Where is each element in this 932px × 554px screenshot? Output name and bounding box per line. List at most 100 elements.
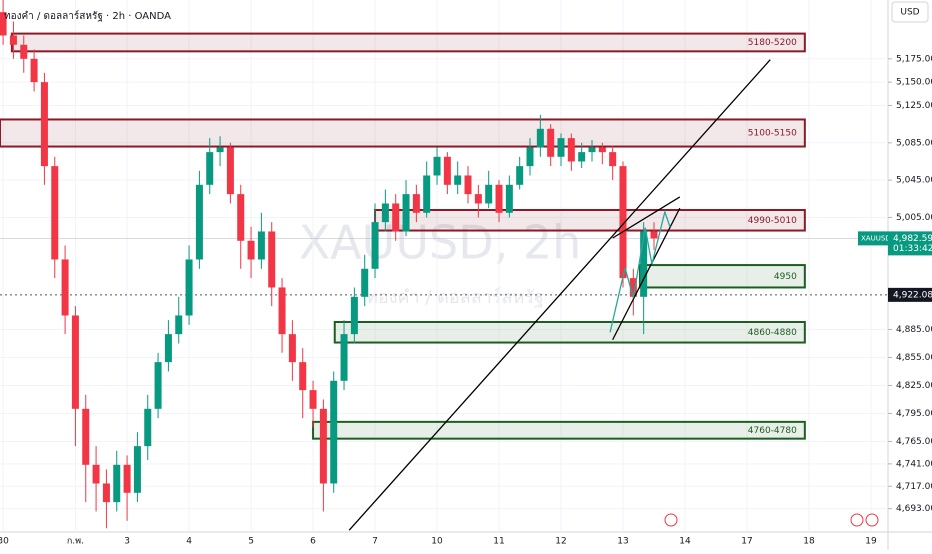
candle-body	[464, 175, 472, 195]
y-tick-label: 5,125.000	[896, 101, 932, 111]
last-price-tag	[888, 231, 932, 256]
candle-body	[557, 138, 565, 157]
countdown: 01:33:42	[893, 244, 932, 254]
candle-body	[0, 12, 7, 36]
event-icon[interactable]	[664, 513, 678, 527]
zone	[333, 321, 806, 344]
y-tick-label: 4,825.000	[896, 381, 932, 391]
y-tick-label: 4,765.000	[896, 437, 932, 447]
candle-body	[30, 58, 38, 83]
x-tick-label: 12	[555, 537, 566, 547]
candle-body	[474, 194, 482, 204]
y-tick-label: 4,885.000	[896, 325, 932, 335]
candle-body	[71, 315, 79, 409]
candle-body	[381, 203, 389, 223]
candle-body	[609, 152, 617, 167]
candle-body	[206, 152, 214, 185]
y-tick-label: 5,150.000	[896, 78, 932, 88]
candle-body	[598, 147, 606, 153]
symbol-tag	[858, 231, 888, 246]
candle-body	[588, 147, 596, 153]
zone	[10, 32, 806, 53]
y-tick-label: 4,693.000	[896, 504, 932, 514]
chart-title: ทองคำ / ดอลลาร์สหรัฐ · 2h · OANDA	[4, 10, 171, 22]
candle-body	[443, 156, 451, 185]
x-tick-label: 6	[310, 537, 316, 547]
currency-button[interactable]	[891, 1, 929, 23]
candle-body	[175, 315, 183, 335]
symbol-label: XAUUSD	[861, 234, 891, 242]
candle-body	[113, 464, 121, 503]
zone-label: 5100-5150	[748, 129, 797, 139]
candle-body	[330, 380, 338, 484]
candle-body	[133, 446, 141, 493]
zone-label: 5180-5200	[748, 38, 797, 48]
event-icon[interactable]	[850, 513, 864, 527]
x-tick-label: 5	[248, 537, 254, 547]
candle-body	[402, 194, 410, 232]
watermark-text: XAUUSD, 2h	[299, 216, 582, 270]
y-tick-label: 5,175.000	[896, 54, 932, 64]
zone-label: 4990-5010	[748, 216, 797, 226]
zone-label: 4860-4880	[748, 328, 797, 338]
candle-body	[361, 268, 369, 297]
candle-body	[164, 334, 172, 363]
x-tick-label: 18	[803, 537, 815, 547]
candle-body	[505, 184, 513, 213]
candle-body	[319, 408, 327, 484]
plot-area: 5180-5200 5100-5150 4990-5010 4950 4860-4880…	[0, 0, 888, 532]
y-tick-label: 4,795.000	[896, 409, 932, 419]
candle-body	[619, 166, 627, 279]
candle-body	[433, 156, 441, 176]
candle-body	[309, 390, 317, 409]
event-icons	[664, 513, 879, 527]
candle-body	[154, 362, 162, 409]
zone-label: 4760-4780	[748, 426, 797, 436]
candle-body	[9, 35, 17, 45]
x-tick-label: 3	[124, 537, 130, 547]
candle-body	[340, 334, 348, 381]
candle-body	[392, 203, 400, 232]
currency: USD	[900, 8, 919, 18]
candle-body	[82, 408, 90, 465]
candle-body	[578, 152, 586, 162]
candle-body	[350, 296, 358, 335]
candle-body	[299, 362, 307, 391]
candle-body	[516, 166, 524, 185]
last-price-label: 4,982.590	[893, 234, 932, 244]
x-tick-label: 17	[741, 537, 752, 547]
y-tick-label: 5,045.000	[896, 176, 932, 186]
candle-body	[144, 408, 152, 447]
y-tick-label: 4,855.000	[896, 353, 932, 363]
zone	[374, 209, 806, 232]
candle-body	[102, 483, 110, 503]
candle-body	[92, 464, 100, 484]
crosshair-tag	[888, 287, 932, 302]
candle-body	[278, 287, 286, 335]
candle-body	[247, 240, 255, 260]
x-tick-label: 10	[431, 537, 443, 547]
candle-body	[640, 231, 648, 297]
candle-body	[567, 138, 575, 162]
x-tick-label: 13	[617, 537, 628, 547]
x-tick-label: 11	[493, 537, 504, 547]
candle-body	[123, 464, 131, 493]
trend-line	[609, 209, 671, 333]
crosshair-label: 4,922.080	[893, 290, 932, 300]
x-tick-label: 7	[372, 537, 378, 547]
trend-line	[612, 207, 681, 341]
event-icon[interactable]	[865, 513, 879, 527]
candle-body	[371, 222, 379, 269]
candle-body	[51, 166, 59, 260]
candle-body	[268, 231, 276, 288]
candle-body	[237, 194, 245, 241]
zone	[312, 420, 806, 440]
y-tick-label: 5,085.000	[896, 138, 932, 148]
candle-body	[257, 231, 265, 260]
watermark-subtitle: ทองคำ / ดอลลาร์สหรัฐ	[366, 287, 544, 308]
candle-body	[20, 44, 28, 59]
zone	[0, 118, 806, 148]
x-tick-label: 14	[679, 537, 691, 547]
